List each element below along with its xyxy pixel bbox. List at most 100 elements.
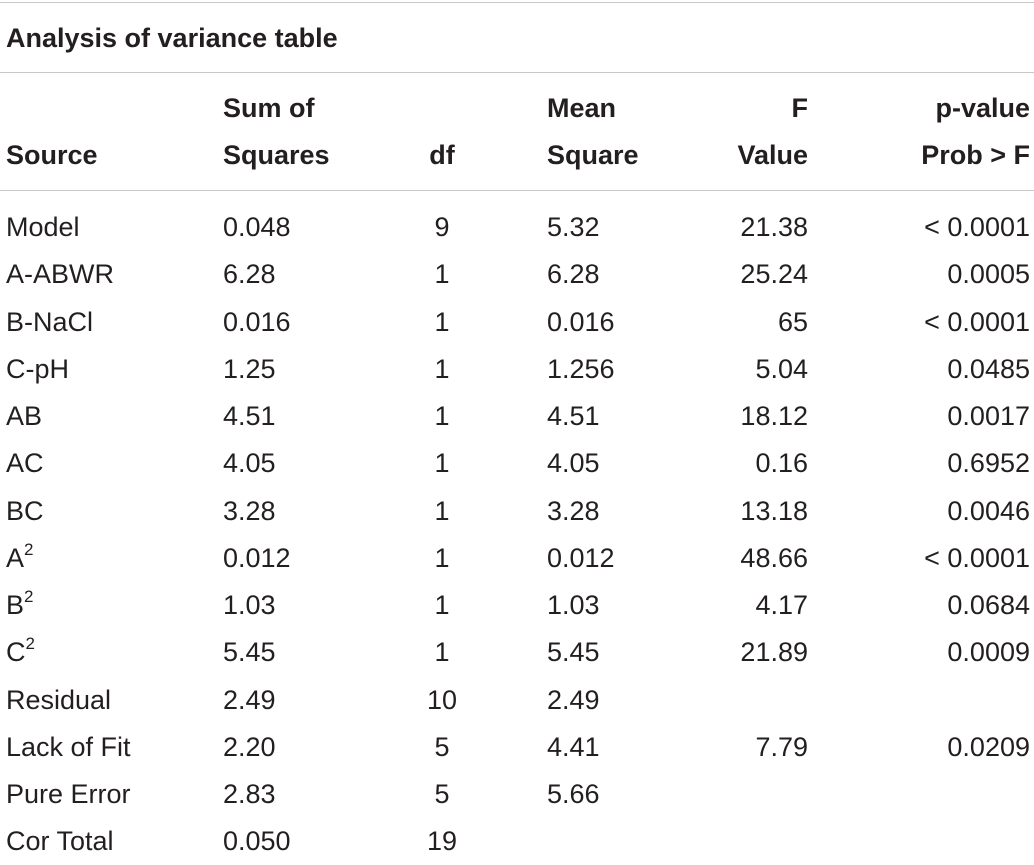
cell-p-value: 0.0046 <box>947 495 1030 526</box>
cell-source: Pure Error <box>6 770 131 818</box>
source-label: A-ABWR <box>6 259 114 290</box>
table-row: B2 1.03 1 1.03 4.17 0.0684 <box>0 581 1034 628</box>
cell-p-value: 0.0005 <box>947 259 1030 290</box>
cell-df: 1 <box>434 590 450 620</box>
source-label: C <box>6 637 26 668</box>
cell-f-value: 48.66 <box>740 542 808 573</box>
source-label: C-pH <box>6 353 70 384</box>
cell-source: B2 <box>6 581 33 629</box>
cell-sum-of-squares: 2.49 <box>223 684 276 715</box>
cell-mean-square: 4.41 <box>547 731 600 762</box>
source-label: AC <box>6 448 44 479</box>
cell-df: 1 <box>434 542 450 573</box>
header-mean-square-line1: Mean <box>547 93 617 123</box>
table-row: Cor Total 0.050 19 <box>0 817 1034 864</box>
cell-f-value: 4.17 <box>755 590 808 620</box>
header-sum-of-squares-line1: Sum of <box>223 93 315 123</box>
cell-mean-square: 5.66 <box>547 779 600 809</box>
cell-p-value: 0.0009 <box>947 637 1030 668</box>
cell-df: 1 <box>434 401 450 431</box>
cell-df: 1 <box>434 495 450 526</box>
cell-df: 1 <box>434 306 450 337</box>
cell-sum-of-squares: 4.05 <box>223 448 276 479</box>
header-sum-of-squares-line2: Squares <box>223 140 330 170</box>
cell-mean-square: 0.016 <box>547 306 615 337</box>
source-label: BC <box>6 495 44 526</box>
cell-source: AB <box>6 392 42 440</box>
table-row: C-pH 1.25 1 1.256 5.04 0.0485 <box>0 345 1034 392</box>
cell-p-value: 0.0684 <box>947 590 1030 620</box>
cell-mean-square: 5.32 <box>547 212 600 242</box>
header-mean-square-line2: Square <box>547 140 639 170</box>
cell-source: Residual <box>6 676 111 724</box>
cell-df: 1 <box>434 637 450 668</box>
table-row: Lack of Fit 2.20 5 4.41 7.79 0.0209 <box>0 723 1034 770</box>
cell-p-value: 0.6952 <box>947 448 1030 479</box>
cell-mean-square: 6.28 <box>547 259 600 290</box>
cell-sum-of-squares: 1.03 <box>223 590 276 620</box>
cell-sum-of-squares: 0.012 <box>223 542 291 573</box>
cell-mean-square: 3.28 <box>547 495 600 526</box>
cell-f-value: 7.79 <box>755 731 808 762</box>
cell-mean-square: 0.012 <box>547 542 615 573</box>
cell-sum-of-squares: 5.45 <box>223 637 276 668</box>
cell-sum-of-squares: 2.20 <box>223 731 276 762</box>
cell-source: A2 <box>6 534 33 582</box>
cell-df: 1 <box>434 259 450 290</box>
source-label: Cor Total <box>6 826 114 857</box>
cell-source: Lack of Fit <box>6 723 131 771</box>
cell-source: C2 <box>6 628 35 676</box>
source-label: B <box>6 590 25 620</box>
title-rule <box>0 72 1034 73</box>
cell-p-value: 0.0017 <box>947 401 1030 431</box>
header-f-value-line2: Value <box>737 140 808 170</box>
source-superscript: 2 <box>25 634 35 654</box>
cell-source: Cor Total <box>6 817 114 865</box>
table-row: AB 4.51 1 4.51 18.12 0.0017 <box>0 392 1034 439</box>
cell-sum-of-squares: 3.28 <box>223 495 276 526</box>
cell-mean-square: 1.03 <box>547 590 600 620</box>
header-rule <box>0 190 1034 191</box>
table-row: Pure Error 2.83 5 5.66 <box>0 770 1034 817</box>
header-p-value-line1: p-value <box>935 93 1030 123</box>
cell-df: 1 <box>434 353 450 384</box>
cell-p-value: < 0.0001 <box>924 542 1030 573</box>
table-row: AC 4.05 1 4.05 0.16 0.6952 <box>0 439 1034 486</box>
source-label: AB <box>6 401 43 431</box>
cell-df: 1 <box>434 448 450 479</box>
cell-sum-of-squares: 0.048 <box>223 212 291 242</box>
cell-source: AC <box>6 439 44 487</box>
cell-p-value: 0.0485 <box>947 353 1030 384</box>
header-df: df <box>429 140 455 170</box>
header-source: Source <box>6 140 98 170</box>
cell-f-value: 21.38 <box>740 212 808 242</box>
cell-sum-of-squares: 0.016 <box>223 306 291 337</box>
cell-mean-square: 1.256 <box>547 353 615 384</box>
cell-f-value: 5.04 <box>755 353 808 384</box>
table-title: Analysis of variance table <box>6 23 338 53</box>
cell-df: 5 <box>434 779 450 809</box>
source-label: Residual <box>6 684 112 715</box>
table-row: Residual 2.49 10 2.49 <box>0 676 1034 723</box>
header-p-value-line2: Prob > F <box>921 140 1030 170</box>
source-label: Model <box>6 212 80 242</box>
cell-df: 5 <box>434 731 450 762</box>
cell-mean-square: 5.45 <box>547 637 600 668</box>
cell-f-value: 25.24 <box>740 259 808 290</box>
source-superscript: 2 <box>24 539 34 559</box>
cell-f-value: 13.18 <box>740 495 808 526</box>
cell-source: A-ABWR <box>6 250 114 298</box>
cell-source: C-pH <box>6 345 69 393</box>
cell-df: 10 <box>426 684 458 715</box>
cell-sum-of-squares: 2.83 <box>223 779 276 809</box>
table-row: A2 0.012 1 0.012 48.66 < 0.0001 <box>0 534 1034 581</box>
table-row: B-NaCl 0.016 1 0.016 65 < 0.0001 <box>0 298 1034 345</box>
cell-f-value: 65 <box>777 306 808 337</box>
cell-df: 19 <box>426 826 458 857</box>
cell-mean-square: 4.51 <box>547 401 600 431</box>
cell-sum-of-squares: 6.28 <box>223 259 276 290</box>
cell-df: 9 <box>434 212 450 242</box>
cell-source: B-NaCl <box>6 298 93 346</box>
table-row: A-ABWR 6.28 1 6.28 25.24 0.0005 <box>0 250 1034 297</box>
